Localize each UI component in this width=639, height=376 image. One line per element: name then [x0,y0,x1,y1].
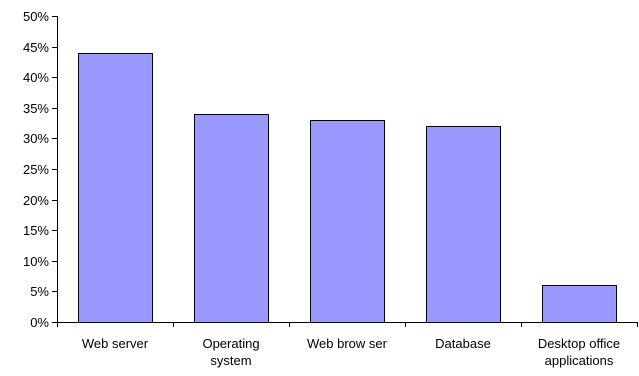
x-category-label: Operating [202,336,259,351]
y-tick-label: 40% [23,70,49,85]
bar [542,285,617,323]
bars [78,53,617,323]
bar [78,53,153,323]
bar [194,114,269,323]
x-category-label: Desktop office [538,336,620,351]
y-axis-ticks: 0% 5% 10% 15% 20% 25% 30% 35% 40% 45% 50% [23,9,57,330]
y-tick-label: 0% [30,315,49,330]
x-axis-ticks [57,322,638,327]
y-tick-label: 30% [23,131,49,146]
bar [310,120,385,323]
x-category-label: Web brow ser [307,336,388,351]
y-tick-label: 10% [23,254,49,269]
x-category-label: system [210,353,251,368]
y-tick-label: 15% [23,223,49,238]
x-axis-labels: Web server Operating system Web brow ser Dat… [82,336,620,368]
x-category-label: Web server [82,336,149,351]
y-tick-label: 20% [23,193,49,208]
bar [426,126,501,323]
y-tick-label: 25% [23,162,49,177]
y-tick-label: 5% [30,284,49,299]
x-category-label: Database [435,336,491,351]
y-tick-label: 50% [23,9,49,24]
x-category-label: applications [545,353,614,368]
y-tick-label: 35% [23,101,49,116]
y-tick-label: 45% [23,40,49,55]
